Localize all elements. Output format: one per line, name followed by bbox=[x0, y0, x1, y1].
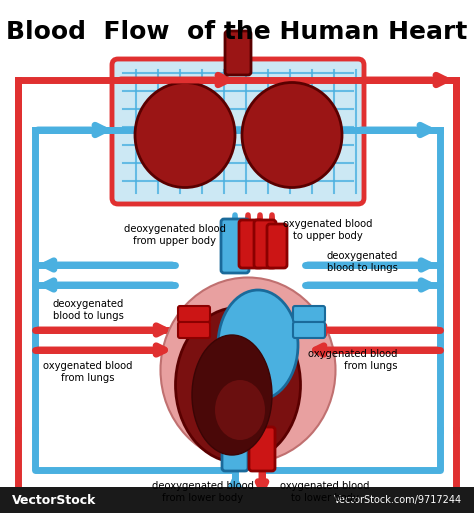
FancyBboxPatch shape bbox=[267, 224, 287, 268]
FancyBboxPatch shape bbox=[178, 322, 210, 338]
Text: oxygenated blood
from lungs: oxygenated blood from lungs bbox=[309, 349, 398, 371]
FancyBboxPatch shape bbox=[293, 322, 325, 338]
Text: oxygenated blood
to upper body: oxygenated blood to upper body bbox=[283, 219, 373, 241]
FancyBboxPatch shape bbox=[222, 427, 248, 471]
Ellipse shape bbox=[175, 307, 301, 463]
Text: Blood  Flow  of the Human Heart: Blood Flow of the Human Heart bbox=[6, 20, 468, 44]
FancyBboxPatch shape bbox=[221, 219, 249, 273]
Ellipse shape bbox=[192, 335, 272, 455]
FancyBboxPatch shape bbox=[239, 220, 263, 268]
Ellipse shape bbox=[161, 278, 336, 463]
Ellipse shape bbox=[135, 83, 235, 187]
Text: deoxygenated
blood to lungs: deoxygenated blood to lungs bbox=[327, 251, 398, 273]
Text: VectorStock: VectorStock bbox=[12, 494, 96, 506]
FancyBboxPatch shape bbox=[293, 306, 325, 322]
Text: VectorStock.com/9717244: VectorStock.com/9717244 bbox=[334, 495, 462, 505]
Text: oxygenated blood
to lower body: oxygenated blood to lower body bbox=[280, 481, 370, 503]
FancyBboxPatch shape bbox=[249, 427, 275, 471]
Ellipse shape bbox=[218, 290, 298, 400]
Text: oxygenated blood
from lungs: oxygenated blood from lungs bbox=[43, 361, 133, 383]
Text: deoxygenated blood
from lower body: deoxygenated blood from lower body bbox=[152, 481, 254, 503]
FancyBboxPatch shape bbox=[178, 306, 210, 322]
Text: deoxygenated
blood to lungs: deoxygenated blood to lungs bbox=[52, 299, 124, 321]
FancyBboxPatch shape bbox=[254, 220, 276, 268]
Bar bbox=[0, 487, 474, 513]
FancyBboxPatch shape bbox=[112, 59, 364, 204]
Ellipse shape bbox=[215, 380, 265, 440]
Ellipse shape bbox=[242, 83, 342, 187]
FancyBboxPatch shape bbox=[225, 31, 251, 75]
Text: deoxygenated blood
from upper body: deoxygenated blood from upper body bbox=[124, 224, 226, 246]
